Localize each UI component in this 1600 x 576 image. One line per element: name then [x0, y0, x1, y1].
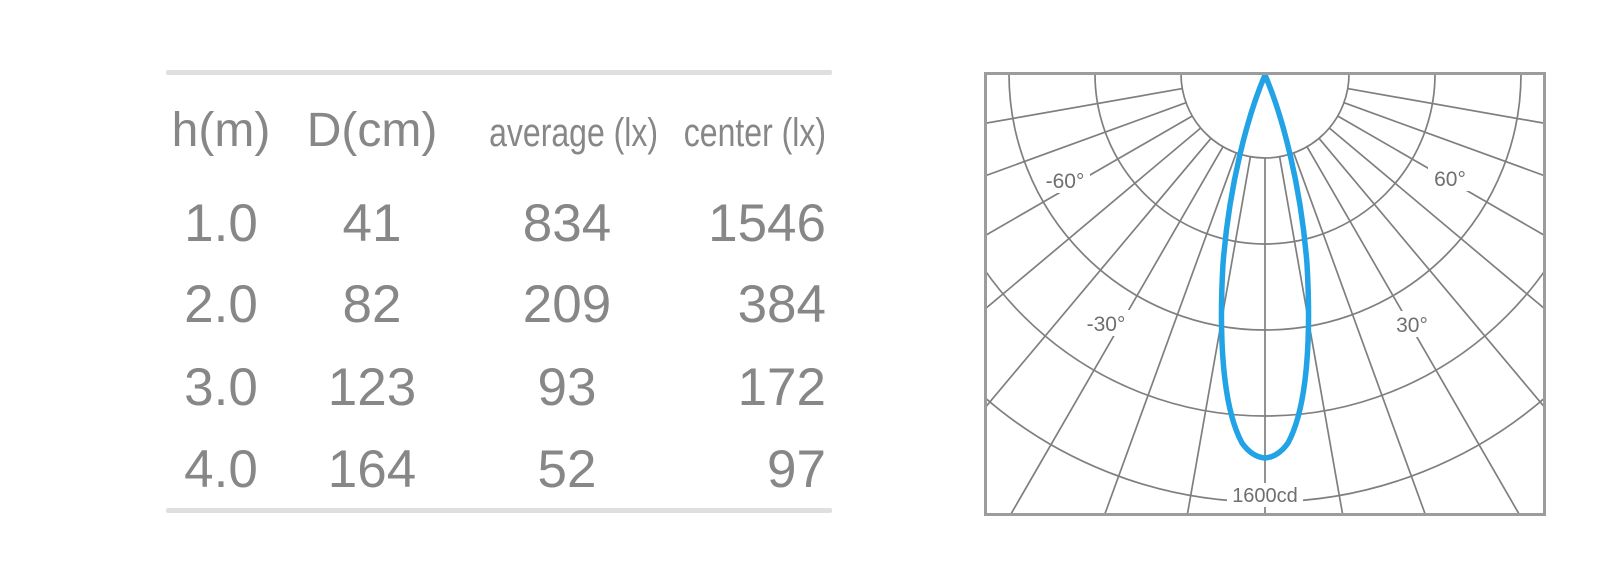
table-top-rule: [166, 70, 832, 75]
ray-neg60deg: [984, 115, 1193, 238]
cell-diameter: 41: [342, 194, 402, 253]
ray-neg50deg: [984, 127, 1202, 312]
column-header-height: h(m): [171, 104, 271, 157]
table-row: 4.0 164 52 97: [166, 443, 832, 496]
table-row: 3.0 123 93 172: [166, 361, 832, 414]
cell-height: 4.0: [184, 440, 258, 499]
label-bg: [1428, 165, 1472, 191]
ray-40deg: [1318, 137, 1546, 411]
label-bg: [1040, 167, 1090, 193]
ray-80deg: [1347, 87, 1546, 125]
cell-height: 3.0: [184, 358, 258, 417]
cell-diameter: 164: [327, 440, 417, 499]
ray-30deg: [1306, 146, 1522, 516]
illuminance-table: h(m) D(cm) average (lx) center (lx) 1.0 …: [166, 70, 832, 514]
cell-diameter: 82: [342, 275, 402, 334]
candela-scale-label: 1600cd: [1232, 485, 1298, 507]
ray-neg80deg: [984, 87, 1183, 125]
column-header-center: center (lx): [683, 111, 827, 155]
cell-center: 172: [737, 358, 826, 417]
table-header-row: h(m) D(cm) average (lx) center (lx): [166, 107, 832, 155]
table-row: 1.0 41 834 1546: [166, 197, 832, 250]
cell-average: 834: [522, 194, 612, 253]
ray-neg30deg: [1008, 146, 1224, 516]
ray-60deg: [1337, 115, 1546, 238]
ray-neg70deg: [984, 101, 1187, 178]
ray-50deg: [1328, 127, 1546, 312]
beam-intensity-curve: [1218, 72, 1312, 461]
cell-average: 52: [537, 440, 597, 499]
column-header-diameter: D(cm): [306, 104, 438, 157]
cell-height: 1.0: [184, 194, 258, 253]
polar-grid: [984, 72, 1546, 516]
label-bg: [1390, 311, 1434, 337]
table-row: 2.0 82 209 384: [166, 278, 832, 331]
light-distribution-diagram: -60° 60° -30° 30° 1600cd: [984, 72, 1546, 516]
cell-center: 97: [767, 440, 826, 499]
cell-average: 93: [537, 358, 597, 417]
angle-label-neg30: -30°: [1087, 313, 1126, 336]
ray-neg20deg: [1103, 152, 1238, 516]
column-header-average: average (lx): [489, 111, 659, 155]
angle-label-pos30: 30°: [1396, 314, 1428, 337]
ray-neg40deg: [984, 137, 1212, 411]
ray-70deg: [1343, 101, 1546, 178]
cell-height: 2.0: [184, 275, 258, 334]
cell-average: 209: [522, 275, 612, 334]
cell-center: 384: [737, 275, 826, 334]
angle-label-neg60: -60°: [1046, 170, 1085, 193]
table-bottom-rule: [166, 508, 832, 513]
ray-10deg: [1278, 156, 1344, 516]
ray-20deg: [1292, 152, 1427, 516]
polar-chart-svg: -60° 60° -30° 30° 1600cd: [984, 72, 1546, 516]
angle-label-pos60: 60°: [1434, 168, 1466, 191]
cell-center: 1546: [708, 194, 826, 253]
diagram-frame: [984, 72, 1546, 516]
cell-diameter: 123: [327, 358, 417, 417]
label-backgrounds: [1040, 165, 1472, 507]
label-bg: [1227, 483, 1303, 507]
ray-neg10deg: [1186, 156, 1252, 516]
label-bg: [1081, 310, 1131, 336]
